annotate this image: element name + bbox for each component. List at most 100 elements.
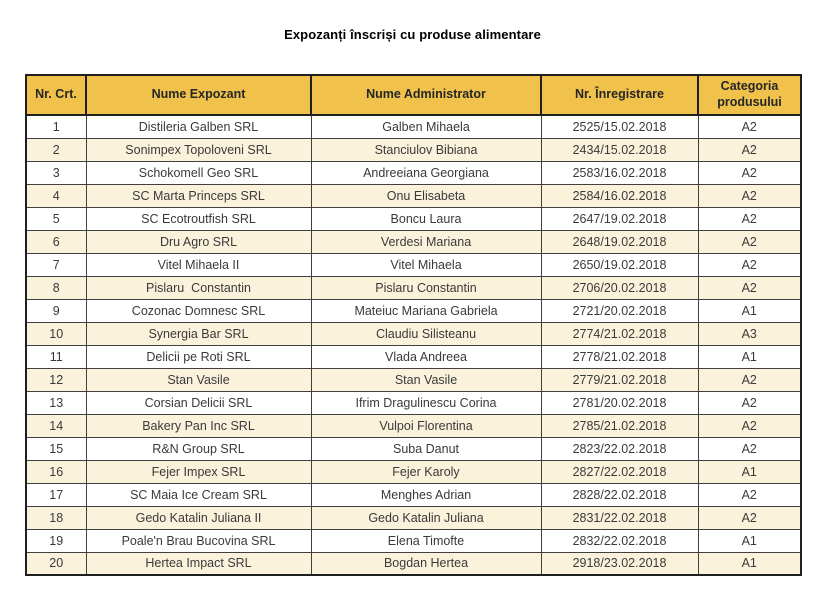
header-nume-expozant: Nume Expozant	[85, 74, 312, 116]
cell-nr-inregistrare: 2583/16.02.2018	[540, 160, 699, 185]
table-row: 17 SC Maia Ice Cream SRL Menghes Adrian 282…	[25, 482, 802, 507]
cell-nr-crt: 16	[25, 459, 87, 484]
cell-nr-crt: 6	[25, 229, 87, 254]
cell-nume-expozant: R&N Group SRL	[85, 436, 312, 461]
table-row: 4 SC Marta Princeps SRL Onu Elisabeta 2584/…	[25, 183, 802, 208]
cell-categoria-produsului: A2	[697, 275, 802, 300]
cell-nr-inregistrare: 2584/16.02.2018	[540, 183, 699, 208]
cell-categoria-produsului: A1	[697, 344, 802, 369]
table-row: 18 Gedo Katalin Juliana II Gedo Katalin Ju…	[25, 505, 802, 530]
cell-nume-administrator: Onu Elisabeta	[310, 183, 542, 208]
cell-categoria-produsului: A2	[697, 137, 802, 162]
cell-nume-expozant: Sonimpex Topoloveni SRL	[85, 137, 312, 162]
cell-nume-expozant: Stan Vasile	[85, 367, 312, 392]
table-row: 2 Sonimpex Topoloveni SRL Stanciulov Bibia…	[25, 137, 802, 162]
cell-nume-expozant: SC Maia Ice Cream SRL	[85, 482, 312, 507]
cell-nr-inregistrare: 2918/23.02.2018	[540, 551, 699, 576]
cell-nume-expozant: SC Marta Princeps SRL	[85, 183, 312, 208]
cell-nr-crt: 11	[25, 344, 87, 369]
page-title: Expozanți înscriși cu produse alimentare	[284, 27, 541, 42]
cell-nume-administrator: Verdesi Mariana	[310, 229, 542, 254]
cell-nr-inregistrare: 2525/15.02.2018	[540, 114, 699, 139]
cell-nume-administrator: Gedo Katalin Juliana	[310, 505, 542, 530]
cell-nume-administrator: Pislaru Constantin	[310, 275, 542, 300]
cell-nume-administrator: Suba Danut	[310, 436, 542, 461]
cell-nr-crt: 14	[25, 413, 87, 438]
cell-nume-administrator: Bogdan Hertea	[310, 551, 542, 576]
cell-nr-inregistrare: 2650/19.02.2018	[540, 252, 699, 277]
table-row: 15 R&N Group SRL Suba Danut 2823/22.02.2018…	[25, 436, 802, 461]
table-row: 19 Poale'n Brau Bucovina SRL Elena Timofte…	[25, 528, 802, 553]
cell-nume-expozant: Delicii pe Roti SRL	[85, 344, 312, 369]
cell-nr-crt: 4	[25, 183, 87, 208]
cell-nume-expozant: Fejer Impex SRL	[85, 459, 312, 484]
cell-nr-inregistrare: 2774/21.02.2018	[540, 321, 699, 346]
cell-categoria-produsului: A2	[697, 252, 802, 277]
cell-nr-crt: 8	[25, 275, 87, 300]
cell-nume-administrator: Vulpoi Florentina	[310, 413, 542, 438]
cell-categoria-produsului: A2	[697, 482, 802, 507]
cell-categoria-produsului: A2	[697, 114, 802, 139]
cell-nr-crt: 13	[25, 390, 87, 415]
table-row: 11 Delicii pe Roti SRL Vlada Andreea 2778/2…	[25, 344, 802, 369]
cell-nr-crt: 17	[25, 482, 87, 507]
table-row: 7 Vitel Mihaela II Vitel Mihaela 2650/19.02…	[25, 252, 802, 277]
cell-nume-administrator: Claudiu Silisteanu	[310, 321, 542, 346]
cell-nr-inregistrare: 2778/21.02.2018	[540, 344, 699, 369]
table-row: 10 Synergia Bar SRL Claudiu Silisteanu 2774…	[25, 321, 802, 346]
cell-nume-expozant: Corsian Delicii SRL	[85, 390, 312, 415]
cell-nume-administrator: Fejer Karoly	[310, 459, 542, 484]
cell-nr-crt: 5	[25, 206, 87, 231]
cell-nr-inregistrare: 2827/22.02.2018	[540, 459, 699, 484]
cell-nr-inregistrare: 2721/20.02.2018	[540, 298, 699, 323]
cell-nr-inregistrare: 2785/21.02.2018	[540, 413, 699, 438]
cell-nume-administrator: Boncu Laura	[310, 206, 542, 231]
cell-categoria-produsului: A2	[697, 183, 802, 208]
cell-nume-expozant: Cozonac Domnesc SRL	[85, 298, 312, 323]
cell-nr-inregistrare: 2832/22.02.2018	[540, 528, 699, 553]
table-row: 6 Dru Agro SRL Verdesi Mariana 2648/19.02.2…	[25, 229, 802, 254]
table-row: 9 Cozonac Domnesc SRL Mateiuc Mariana Gabr…	[25, 298, 802, 323]
table-row: 16 Fejer Impex SRL Fejer Karoly 2827/22.02.…	[25, 459, 802, 484]
cell-nr-inregistrare: 2647/19.02.2018	[540, 206, 699, 231]
cell-categoria-produsului: A2	[697, 206, 802, 231]
cell-nr-inregistrare: 2434/15.02.2018	[540, 137, 699, 162]
cell-nr-inregistrare: 2781/20.02.2018	[540, 390, 699, 415]
cell-categoria-produsului: A1	[697, 551, 802, 576]
cell-nume-expozant: Gedo Katalin Juliana II	[85, 505, 312, 530]
table-header: Nr. Crt. Nume Expozant Nume Administrato…	[25, 74, 802, 116]
cell-categoria-produsului: A2	[697, 413, 802, 438]
cell-nr-crt: 12	[25, 367, 87, 392]
cell-nume-expozant: Bakery Pan Inc SRL	[85, 413, 312, 438]
cell-nume-administrator: Galben Mihaela	[310, 114, 542, 139]
cell-nume-administrator: Menghes Adrian	[310, 482, 542, 507]
cell-nume-administrator: Stanciulov Bibiana	[310, 137, 542, 162]
cell-nr-crt: 15	[25, 436, 87, 461]
cell-nume-administrator: Mateiuc Mariana Gabriela	[310, 298, 542, 323]
cell-nr-inregistrare: 2779/21.02.2018	[540, 367, 699, 392]
table-row: 14 Bakery Pan Inc SRL Vulpoi Florentina 278…	[25, 413, 802, 438]
cell-nr-crt: 9	[25, 298, 87, 323]
cell-nr-inregistrare: 2706/20.02.2018	[540, 275, 699, 300]
table-row: 12 Stan Vasile Stan Vasile 2779/21.02.2018 A…	[25, 367, 802, 392]
cell-nr-crt: 2	[25, 137, 87, 162]
cell-categoria-produsului: A1	[697, 459, 802, 484]
cell-categoria-produsului: A2	[697, 390, 802, 415]
header-row: Nr. Crt. Nume Expozant Nume Administrato…	[25, 74, 802, 116]
table-row: 13 Corsian Delicii SRL Ifrim Dragulinescu …	[25, 390, 802, 415]
cell-nume-administrator: Andreeiana Georgiana	[310, 160, 542, 185]
cell-nume-administrator: Vitel Mihaela	[310, 252, 542, 277]
cell-nume-administrator: Stan Vasile	[310, 367, 542, 392]
table-body: 1 Distileria Galben SRL Galben Mihaela 2525…	[25, 114, 802, 576]
table-row: 5 SC Ecotroutfish SRL Boncu Laura 2647/19.0…	[25, 206, 802, 231]
cell-nume-expozant: Synergia Bar SRL	[85, 321, 312, 346]
cell-nume-expozant: Distileria Galben SRL	[85, 114, 312, 139]
header-nr-inregistrare: Nr. Înregistrare	[540, 74, 699, 116]
cell-categoria-produsului: A2	[697, 367, 802, 392]
cell-categoria-produsului: A1	[697, 298, 802, 323]
cell-nume-administrator: Ifrim Dragulinescu Corina	[310, 390, 542, 415]
cell-categoria-produsului: A2	[697, 505, 802, 530]
cell-nume-administrator: Elena Timofte	[310, 528, 542, 553]
cell-nr-crt: 19	[25, 528, 87, 553]
